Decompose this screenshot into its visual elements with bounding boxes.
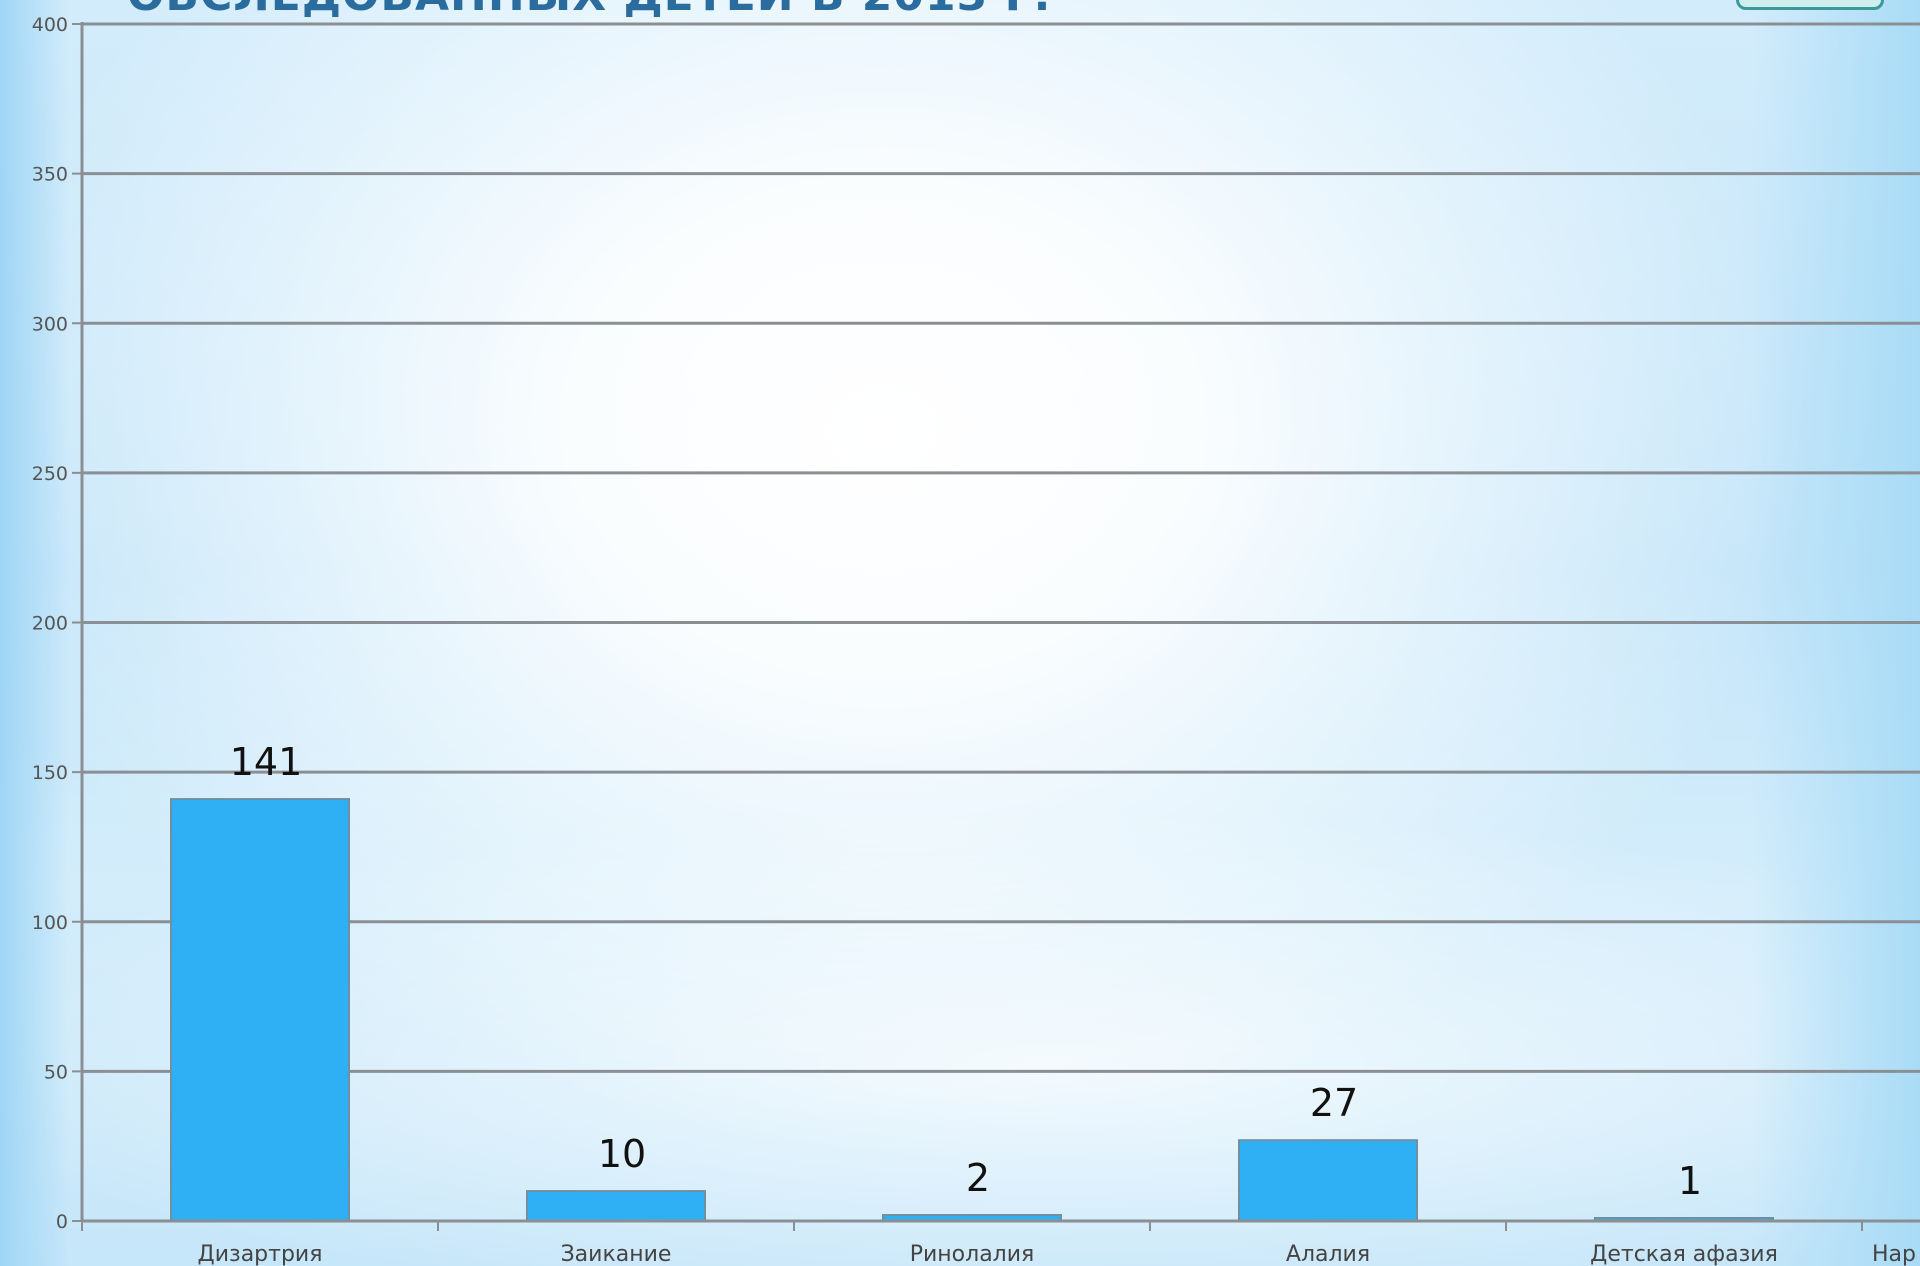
axes (72, 22, 1920, 1231)
x-category-label: Заикание (561, 1242, 672, 1266)
y-tick-label: 0 (56, 1211, 68, 1233)
y-tick-label: 250 (32, 463, 68, 485)
slide-title: ОБСЛЕДОВАННЫХ ДЕТЕЙ В 2013 Г. (127, 0, 1051, 21)
corner-nav-button[interactable] (1736, 0, 1884, 10)
bar-1 (170, 798, 350, 1222)
data-label: 2 (966, 1156, 990, 1200)
gridlines (82, 22, 1920, 1073)
labels: 0 50 100 150 200 250 300 350 400 141 Дизартрия 10 За… (32, 14, 1916, 1266)
x-category-label: Детская афазия (1590, 1242, 1778, 1266)
y-tick-label: 400 (32, 14, 68, 36)
x-category-label: Алалия (1286, 1242, 1370, 1266)
y-tick-label: 350 (32, 164, 68, 186)
y-tick-label: 150 (32, 762, 68, 784)
background-edge-right (1750, 0, 1920, 1266)
bar-2 (526, 1190, 706, 1222)
bar-4 (1238, 1139, 1418, 1223)
x-category-label: Ринолалия (910, 1242, 1035, 1266)
data-label: 10 (598, 1132, 646, 1176)
y-tick-label: 100 (32, 912, 68, 934)
data-label: 141 (230, 740, 303, 784)
data-label: 1 (1678, 1159, 1702, 1203)
y-tick-label: 300 (32, 313, 68, 335)
bars (170, 798, 1774, 1223)
y-tick-label: 50 (44, 1061, 68, 1083)
x-category-label: Нар (1872, 1242, 1916, 1266)
x-category-label: Дизартрия (198, 1242, 323, 1266)
background-edge-left (0, 0, 70, 1266)
data-label: 27 (1310, 1081, 1358, 1125)
y-tick-label: 200 (32, 613, 68, 635)
